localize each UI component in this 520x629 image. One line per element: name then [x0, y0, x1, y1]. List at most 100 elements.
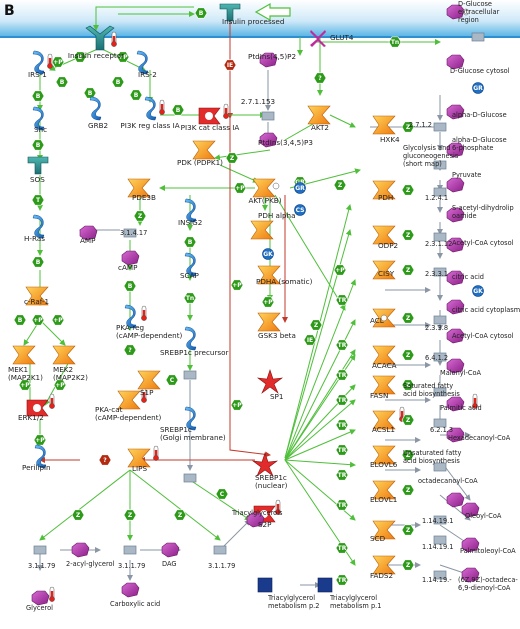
thermo-bulb	[141, 397, 147, 403]
srebp-golgi-reaction-node	[183, 370, 197, 380]
group-circle-text: GK	[263, 251, 273, 258]
palmitoleoyl-node	[461, 537, 480, 553]
thermo-bulb	[275, 509, 281, 515]
enzyme-shape	[137, 370, 161, 390]
ptdins-reaction-node	[261, 111, 275, 121]
label-line: oamide	[452, 212, 477, 220]
group-circle-shape	[472, 285, 484, 297]
compound-shape	[446, 427, 465, 443]
label-pi3k_cat: PI3K cat class IA	[181, 123, 240, 132]
mek2-node	[52, 345, 76, 365]
mechanism-hex-z: Z	[401, 449, 415, 461]
label-ec_1241: 1.2.4.1	[425, 194, 448, 202]
label-line: Saturated fatty	[403, 382, 453, 390]
glut4-shape	[310, 30, 326, 47]
label-line: PKA-reg	[116, 323, 144, 332]
mechanism-hex-z: Z	[309, 319, 323, 331]
label-glut4: GLUT4	[330, 33, 354, 42]
mechanism-hex-z: Z	[173, 509, 187, 521]
hex-shape	[335, 419, 349, 431]
compound-shape	[446, 54, 465, 70]
thermo-bulb	[47, 63, 53, 69]
label-pi3k_reg: PI3K reg class IA	[120, 121, 179, 130]
label-insulin_processed: Insulin processed	[222, 17, 284, 26]
label-ec_23112: 2.3.1.12	[425, 240, 452, 248]
mechanism-hex-p: +P	[51, 314, 65, 326]
mechanism-hex-z: Z	[401, 349, 415, 361]
hex-text: B	[188, 239, 193, 246]
hex-text: ?	[128, 347, 132, 354]
compound-shape	[446, 299, 465, 315]
mechanism-hex-b: B	[129, 89, 143, 101]
hex-text: Z	[406, 417, 411, 424]
amp-node	[79, 225, 98, 241]
label-insulin_receptor: Insulin receptor	[68, 51, 124, 60]
star-shape	[251, 452, 279, 477]
pi3k-reg-node	[144, 96, 157, 121]
mechanism-hex-z: Z	[401, 414, 415, 426]
label-citric_acid: citric acid	[452, 273, 484, 281]
label-akt_pkb: AKT(PKB)	[248, 196, 281, 205]
hex-text: B	[78, 54, 83, 61]
compound-shape	[121, 250, 140, 266]
hex-text: TR	[338, 472, 347, 479]
label-glycerol: Glycerol	[26, 604, 53, 612]
mechanism-hex-z: Z	[225, 152, 239, 164]
acsl1-reaction-node	[433, 418, 447, 428]
hex-shape	[313, 72, 327, 84]
mechanism-hex-t: T	[31, 194, 45, 206]
label-line: D-Glucose	[458, 0, 492, 8]
label-ec_2712: 2.7.1.2	[409, 121, 432, 129]
mechanism-hex-z: Z	[401, 229, 415, 241]
srebp-nuclear-reaction-node	[183, 473, 197, 483]
label-ec_27153: 2.7.1.153	[241, 97, 275, 106]
hex-text: IE	[307, 337, 313, 344]
insulin-receptor-node	[85, 25, 115, 51]
mechanism-hex-tr: TR	[335, 394, 349, 406]
label-elovl6: ELOVL6	[370, 460, 398, 469]
mechanism-hex-z: Z	[401, 184, 415, 196]
label-line: acid biosynthesis	[403, 390, 460, 398]
protein-shape	[89, 96, 102, 121]
hex-text: B	[18, 317, 23, 324]
compound-shape	[461, 567, 480, 583]
mechanism-hex-z: Z	[401, 264, 415, 276]
mechanism-hex-b: B	[111, 76, 125, 88]
label-line: (short map)	[403, 160, 442, 168]
hex-shape	[31, 256, 45, 268]
enzyme-shape	[372, 345, 396, 365]
label-ec_3117_c: 3.1.1.79	[208, 562, 235, 570]
info-badge-icon	[380, 314, 388, 322]
ptdins45p2-node	[259, 52, 278, 68]
glucose-transport-node	[471, 32, 485, 42]
mechanism-hex-tr: TR	[335, 542, 349, 554]
edge	[214, 149, 271, 161]
mechanism-hex-z: Z	[401, 379, 415, 391]
enzyme-shape	[372, 520, 396, 540]
hex-text: Z	[406, 315, 411, 322]
hex-text: +P	[263, 299, 273, 306]
label-mek2: MEK2 (MAP2K2)	[53, 365, 88, 382]
label-s_acetyl: S-acetyl-dihydrolip oamide	[452, 204, 514, 220]
mechanism-hex-z: Z	[401, 484, 415, 496]
enzyme-shape	[372, 225, 396, 245]
label-scd: SCD	[370, 534, 386, 543]
srebp1c-golgi-node	[184, 406, 197, 431]
label-line: Glycolysis and	[403, 144, 450, 152]
compound-shape	[446, 270, 465, 286]
perilipin-node	[34, 444, 47, 469]
compound-shape	[446, 4, 465, 20]
label-akt2: AKT2	[311, 123, 329, 132]
malonyl-coa-node	[446, 358, 465, 374]
lipase-reaction-3-node	[213, 545, 227, 555]
protein-shape	[184, 198, 197, 223]
expression-marker-icon	[141, 305, 147, 321]
info-badge-icon	[462, 8, 470, 16]
enzyme-shape	[52, 345, 76, 365]
odp2-node	[372, 225, 396, 245]
hex-shape	[401, 264, 415, 276]
hex-shape	[335, 339, 349, 351]
label-line: SREBP1c	[255, 473, 287, 482]
ptdins345p3-node	[259, 132, 278, 148]
pdh-reaction-node	[433, 187, 447, 197]
